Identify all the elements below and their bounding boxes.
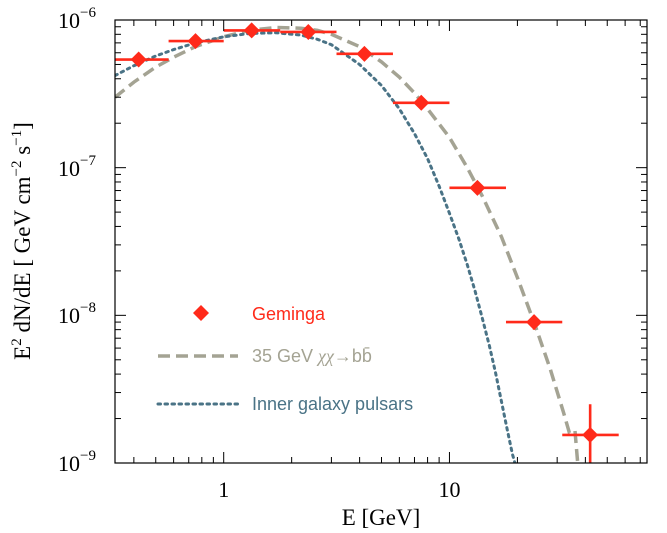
data-point-geminga — [223, 22, 281, 39]
legend-item-pulsars: Inner galaxy pulsars — [156, 394, 413, 414]
x-tick-labels: 1 10 — [218, 477, 460, 502]
data-point-geminga — [115, 51, 169, 68]
diamond-marker — [582, 426, 599, 443]
diamond-marker — [469, 179, 486, 196]
y-tick-label-1e-6: 10−6 — [58, 5, 96, 33]
y-tick-labels: 10−9 10−8 10−7 10−6 — [58, 5, 96, 476]
legend-item-geminga: Geminga — [193, 304, 326, 324]
y-tick-label-1e-8: 10−8 — [58, 300, 96, 328]
legend-label-pulsars: Inner galaxy pulsars — [252, 394, 413, 414]
curve-dark-matter — [115, 25, 580, 463]
diamond-marker — [526, 314, 543, 331]
y-tick-label-1e-9: 10−9 — [58, 448, 96, 476]
y-tick-label-1e-7: 10−7 — [58, 153, 96, 181]
legend-label-geminga: Geminga — [252, 304, 326, 324]
data-point-layer — [115, 22, 619, 463]
diamond-marker — [300, 23, 317, 40]
data-point-geminga — [392, 94, 450, 111]
axis-ticks — [115, 19, 647, 464]
x-tick-label-10: 10 — [439, 477, 461, 502]
legend-item-dark-matter: 35 GeV χχ→bb̄ — [158, 346, 372, 366]
data-point-geminga — [168, 33, 224, 50]
data-point-geminga — [336, 45, 393, 62]
diamond-marker — [243, 22, 260, 39]
diamond-marker — [187, 33, 204, 50]
x-axis-title: E [GeV] — [342, 505, 421, 530]
y-axis-title: E2 dN/dE [ GeV cm−2 s−1] — [9, 122, 35, 360]
data-point-geminga — [449, 179, 506, 196]
data-point-geminga — [505, 314, 563, 331]
data-point-geminga — [562, 404, 619, 463]
legend-marker-diamond — [193, 305, 209, 321]
x-tick-label-1: 1 — [218, 477, 229, 502]
data-point-geminga — [280, 23, 337, 40]
legend: Geminga 35 GeV χχ→bb̄ Inner galaxy pulsa… — [156, 304, 413, 414]
legend-label-dark-matter: 35 GeV χχ→bb̄ — [252, 346, 372, 366]
diamond-marker — [356, 45, 373, 62]
diamond-marker — [130, 51, 147, 68]
diamond-marker — [413, 94, 430, 111]
